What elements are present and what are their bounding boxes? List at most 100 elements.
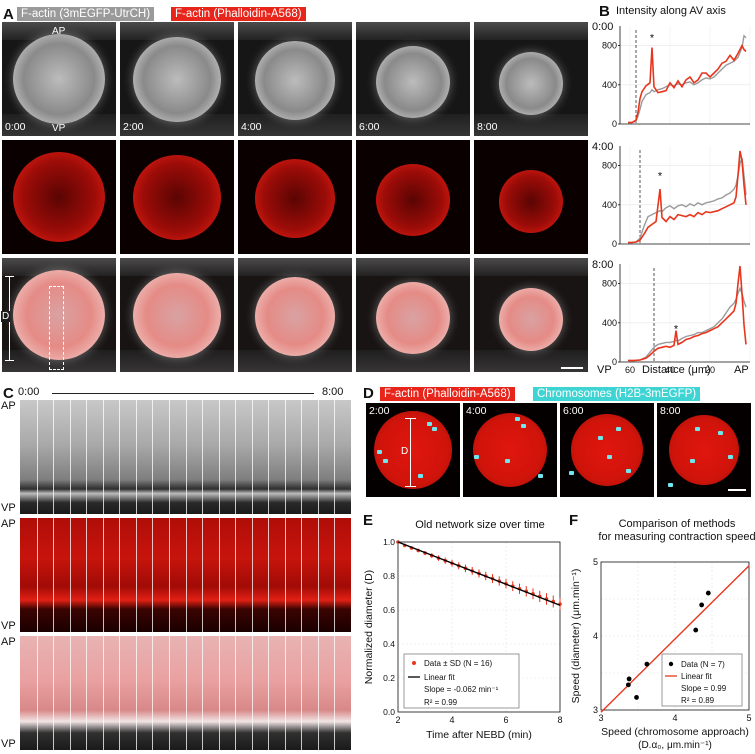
micrograph-r2-c4: [356, 140, 470, 254]
y-tick-label: 0.2: [383, 673, 395, 683]
x-tick-label: 4: [672, 713, 677, 723]
time-stamp: 2:00: [123, 121, 144, 133]
chromosome-spot: [598, 436, 603, 440]
data-point: [693, 627, 699, 633]
actin-network: [254, 277, 336, 357]
y-tick-label: 0.8: [383, 571, 395, 581]
x-tick-label: 8: [557, 715, 562, 725]
micrograph-r3-c3: [238, 258, 352, 372]
strip-divider: [168, 636, 170, 750]
x-axis-label: Speed (chromosome approach): [601, 726, 749, 738]
actin-network: [133, 36, 221, 123]
legend-marker-data: [668, 661, 674, 667]
legend-entry: Data ± SD (N = 16): [424, 659, 493, 668]
micrograph-r2-c5: [474, 140, 588, 254]
strip-divider: [185, 636, 187, 750]
strip-divider: [284, 518, 286, 632]
actin-network: [376, 281, 450, 354]
strip-divider: [268, 636, 270, 750]
cortex-band-bottom: [2, 350, 116, 372]
strip-divider: [86, 400, 88, 514]
time-stamp: 8:00: [477, 121, 498, 133]
asterisk-label: *: [658, 170, 663, 182]
kymo-ap-label: AP: [1, 400, 16, 412]
y-tick-label: 400: [602, 200, 617, 210]
legend-box: [403, 653, 520, 709]
chromosome-micrograph-3: 6:00: [560, 403, 654, 497]
strip-divider: [152, 636, 154, 750]
y-tick-label: 800: [602, 161, 617, 171]
actin-network: [13, 34, 105, 124]
micrograph-r1-c3: 4:00: [238, 22, 352, 136]
strip-divider: [202, 518, 204, 632]
strip-divider: [284, 636, 286, 750]
diameter-label: D: [1, 311, 11, 322]
strip-divider: [317, 518, 319, 632]
legend: Data ± SD (N = 16) Linear fit Slope = -0.0…: [403, 653, 520, 709]
panel-b-charts: 0 400 800 0:00 * 0 400 800 4:00 * 0 400 800 60 40 20 8:0…: [592, 21, 751, 375]
kymo-time-start: 0:00: [18, 386, 40, 398]
x-tick-label: 40: [665, 365, 675, 375]
y-tick-label: 800: [602, 41, 617, 51]
micrograph-r3-c4: [356, 258, 470, 372]
micrograph-r1-c1: 0:00: [2, 22, 116, 136]
cortex-band-bottom: [356, 114, 470, 136]
y-tick-label: 0: [612, 239, 617, 249]
panel-b-xlabel: Distance (μm): [642, 364, 711, 376]
series-line-phalloidin: [628, 150, 747, 244]
micrograph-r1-c4: 6:00: [356, 22, 470, 136]
panel-b-ap-label: AP: [734, 364, 749, 376]
chromosome-spot: [515, 417, 520, 421]
strip-divider: [251, 400, 253, 514]
x-tick-label: 4: [449, 715, 454, 725]
chromosome-micrograph-4: 8:00: [657, 403, 751, 497]
legend-entry: R² = 0.89: [681, 696, 715, 705]
y-tick-label: 0.0: [383, 707, 395, 717]
micrograph-r3-c2: [120, 258, 234, 372]
fit-line: [397, 541, 561, 606]
chromosome-spot: [377, 450, 382, 454]
micrograph-r3-c1: [2, 258, 116, 372]
strip-divider: [53, 400, 55, 514]
strip-divider: [102, 400, 104, 514]
chromosome-spot: [383, 459, 388, 463]
time-stamp: 8:00: [660, 405, 681, 417]
label-phalloidin-d: F-actin (Phalloidin-A568): [380, 387, 515, 401]
fit-line: [600, 565, 750, 713]
time-label: 0:00: [592, 21, 613, 33]
strip-divider: [284, 400, 286, 514]
time-stamp: 4:00: [241, 121, 262, 133]
cortex-band: [356, 258, 470, 276]
strip-divider: [185, 518, 187, 632]
strip-divider: [135, 400, 137, 514]
micrograph-r1-c5: 8:00: [474, 22, 588, 136]
actin-network: [498, 169, 564, 233]
label-phalloidin: F-actin (Phalloidin-A568): [171, 7, 306, 21]
actin-network: [498, 51, 564, 115]
scale-bar: [728, 489, 746, 491]
chart-title: Comparison of methods: [619, 518, 736, 530]
strip-divider: [135, 518, 137, 632]
cortex-band: [238, 258, 352, 276]
actin-network: [133, 154, 221, 241]
chart-title: Old network size over time: [415, 519, 545, 531]
strip-divider: [86, 518, 88, 632]
strip-divider: [235, 400, 237, 514]
y-tick-label: 0: [612, 357, 617, 367]
actin-mass: [374, 411, 452, 489]
chromosome-spot: [695, 427, 700, 431]
micrograph-r2-c2: [120, 140, 234, 254]
strip-divider: [218, 636, 220, 750]
panel-letter-b: B: [599, 3, 610, 20]
kymo-ap-label: AP: [1, 518, 16, 530]
y-tick-label: 800: [602, 279, 617, 289]
chromosome-spot: [474, 455, 479, 459]
micrograph-r1-c2: 2:00: [120, 22, 234, 136]
actin-network: [13, 270, 105, 360]
strip-divider: [168, 518, 170, 632]
strip-divider: [218, 518, 220, 632]
strip-divider: [334, 518, 336, 632]
panel-letter-f: F: [569, 512, 579, 529]
label-h2b: Chromosomes (H2B-3mEGFP): [533, 387, 701, 401]
strip-divider: [69, 400, 71, 514]
